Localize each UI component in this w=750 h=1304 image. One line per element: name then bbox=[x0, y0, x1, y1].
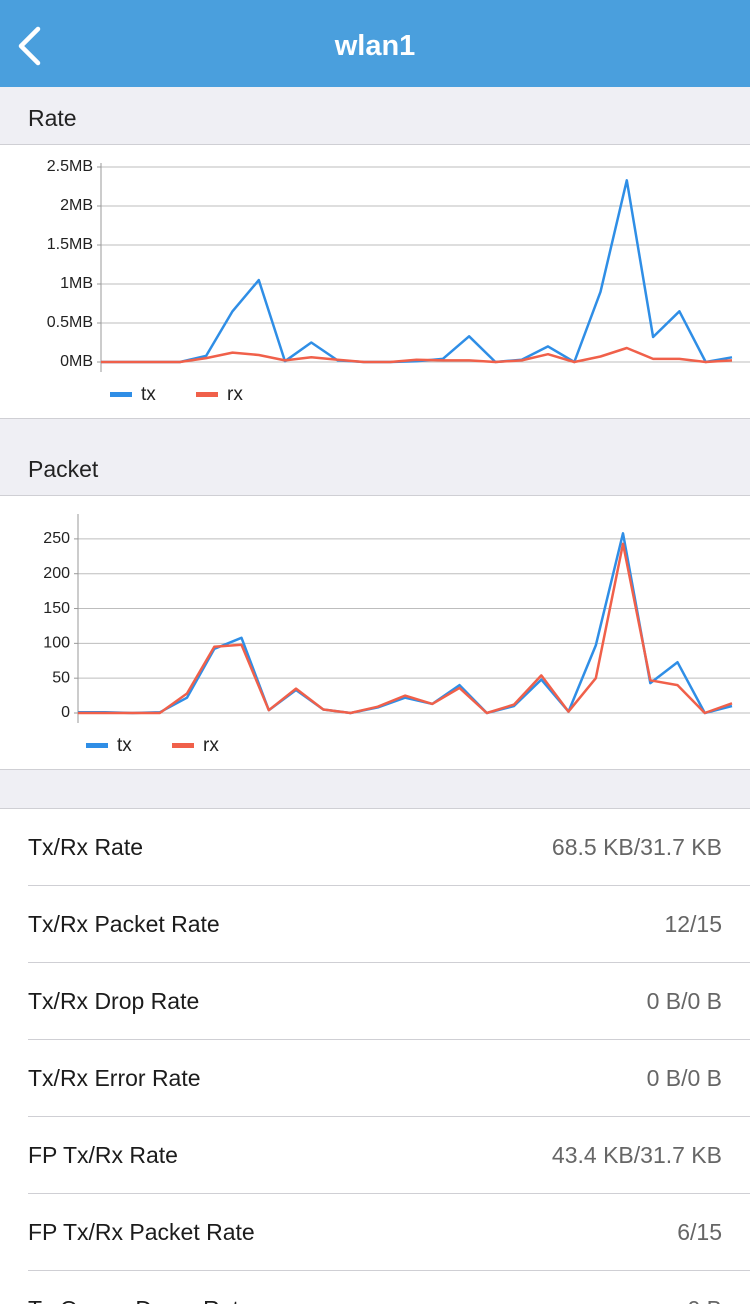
rate-chart: 0MB 0.5MB 1MB 1.5MB 2MB 2.5MB tx rx bbox=[0, 145, 750, 419]
stat-label: Tx/Rx Packet Rate bbox=[28, 910, 220, 937]
y-tick-label: 0 bbox=[61, 704, 70, 721]
y-tick-label: 150 bbox=[43, 600, 70, 617]
stat-row: FP Tx/Rx Packet Rate 6/15 bbox=[28, 1194, 750, 1271]
stat-value: 68.5 KB/31.7 KB bbox=[551, 833, 722, 860]
legend-label: rx bbox=[203, 735, 219, 756]
y-tick-label: 2.5MB bbox=[47, 158, 93, 175]
packet-chart: 0 50 100 150 200 250 tx rx bbox=[0, 496, 750, 770]
stat-value: 43.4 KB/31.7 KB bbox=[551, 1141, 722, 1168]
nav-bar: wlan1 bbox=[0, 0, 750, 87]
y-tick-label: 0.5MB bbox=[47, 314, 93, 331]
stat-label: FP Tx/Rx Rate bbox=[28, 1141, 178, 1168]
y-tick-label: 250 bbox=[43, 530, 70, 547]
y-tick-label: 100 bbox=[43, 635, 70, 652]
stat-row: Tx Queue Drops Rate 0 B bbox=[28, 1271, 750, 1304]
legend-swatch bbox=[86, 743, 108, 748]
section-header: Packet bbox=[0, 418, 750, 496]
y-tick-label: 2MB bbox=[60, 197, 93, 214]
legend-label: rx bbox=[227, 384, 243, 405]
stat-label: Tx Queue Drops Rate bbox=[28, 1296, 252, 1304]
y-tick-label: 1MB bbox=[60, 275, 93, 292]
stat-value: 6/15 bbox=[677, 1218, 722, 1245]
y-tick-label: 0MB bbox=[60, 353, 93, 370]
legend-label: tx bbox=[117, 735, 132, 756]
legend-swatch bbox=[110, 392, 132, 397]
stat-label: Tx/Rx Rate bbox=[28, 833, 144, 860]
y-tick-label: 200 bbox=[43, 565, 70, 582]
y-tick-label: 50 bbox=[52, 669, 70, 686]
series-line bbox=[101, 346, 733, 364]
series-line bbox=[101, 179, 733, 364]
stat-row: Tx/Rx Rate 68.5 KB/31.7 KB bbox=[28, 809, 750, 886]
stat-label: Tx/Rx Drop Rate bbox=[28, 987, 200, 1014]
section-header: Rate bbox=[0, 87, 750, 145]
y-tick-label: 1.5MB bbox=[47, 236, 93, 253]
stats-list: Tx/Rx Rate 68.5 KB/31.7 KB Tx/Rx Packet Ra… bbox=[0, 808, 750, 1304]
stat-label: FP Tx/Rx Packet Rate bbox=[28, 1218, 255, 1245]
legend-label: tx bbox=[141, 384, 156, 405]
series-line bbox=[78, 542, 733, 715]
stat-value: 0 B/0 B bbox=[646, 987, 722, 1014]
stat-row: Tx/Rx Drop Rate 0 B/0 B bbox=[28, 963, 750, 1040]
stat-value: 0 B/0 B bbox=[646, 1064, 722, 1091]
stat-row: Tx/Rx Packet Rate 12/15 bbox=[28, 886, 750, 963]
stat-row: FP Tx/Rx Rate 43.4 KB/31.7 KB bbox=[28, 1117, 750, 1194]
nav-title: wlan1 bbox=[334, 30, 416, 62]
series-line bbox=[78, 532, 733, 715]
stat-value: 0 B bbox=[687, 1296, 722, 1304]
stat-value: 12/15 bbox=[664, 910, 722, 937]
stat-label: Tx/Rx Error Rate bbox=[28, 1064, 201, 1091]
legend-swatch bbox=[196, 392, 218, 397]
back-button[interactable] bbox=[14, 26, 44, 66]
stat-row: Tx/Rx Error Rate 0 B/0 B bbox=[28, 1040, 750, 1117]
legend-swatch bbox=[172, 743, 194, 748]
